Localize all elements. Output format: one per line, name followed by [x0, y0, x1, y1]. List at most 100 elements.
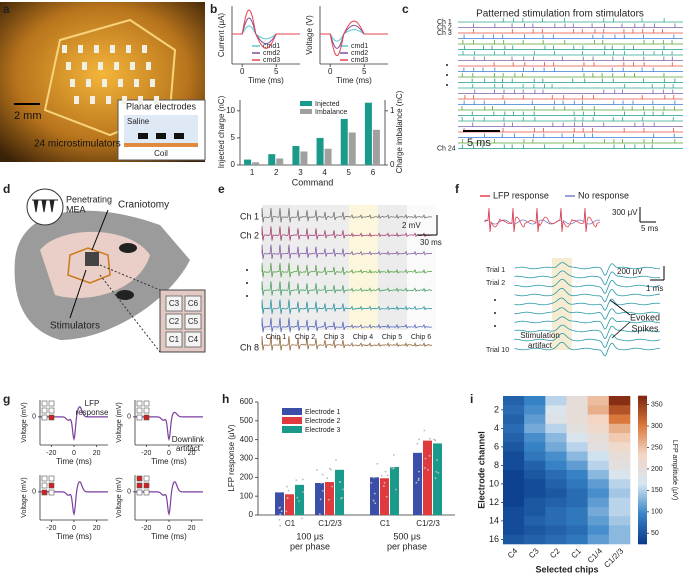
chip	[165, 313, 183, 330]
colorbar-step	[638, 422, 647, 426]
x-tick-label: 0	[72, 525, 76, 532]
colorbar-step	[638, 504, 647, 508]
colorbar-step	[638, 445, 647, 449]
data-point	[295, 479, 298, 482]
x-tick-label: 5	[347, 168, 352, 177]
colorbar-step	[638, 491, 647, 495]
legend-label: Electrode 1	[305, 409, 341, 416]
heat-cell	[545, 405, 567, 415]
chip-window	[378, 205, 407, 330]
data-point	[395, 488, 397, 491]
colorbar-tick-label: 150	[651, 487, 663, 494]
bar	[244, 159, 252, 165]
y-tick-label: 2	[494, 404, 499, 414]
zoom-line	[99, 264, 161, 291]
heat-cell	[545, 488, 567, 499]
chip-icon	[136, 414, 143, 421]
colorbar-step	[638, 467, 647, 471]
bar	[316, 137, 324, 165]
heat-cell	[524, 507, 546, 517]
heat-cell	[545, 433, 567, 443]
ellipsis-dot	[494, 299, 496, 301]
heat-cell	[608, 525, 631, 536]
data-point	[280, 510, 283, 513]
chip-icon	[48, 482, 55, 489]
heat-cell	[608, 470, 631, 480]
heat-cell	[566, 414, 588, 425]
chip-window	[291, 205, 320, 330]
heat-cell	[503, 488, 525, 499]
trial-trace	[514, 324, 661, 340]
channel-label: Ch 24	[437, 145, 456, 152]
heat-cell	[608, 516, 631, 526]
data-point	[392, 453, 395, 456]
colorbar-step	[638, 469, 647, 473]
microstimulator	[74, 96, 79, 104]
x-tick-label: C1	[285, 519, 296, 528]
x-tick-label: -20	[46, 525, 56, 532]
trial-label: Trial 10	[486, 347, 509, 354]
chip-icon	[41, 400, 48, 407]
data-point	[429, 437, 431, 440]
chip-icon	[48, 400, 55, 407]
data-point	[297, 500, 300, 502]
trial-trace	[514, 297, 661, 311]
label: C1	[169, 335, 180, 344]
label: C2	[169, 317, 180, 326]
data-point	[373, 492, 376, 495]
data-point	[380, 474, 383, 477]
heat-cell	[566, 423, 588, 434]
colorbar-step	[638, 405, 647, 409]
x-axis-label: Time (ms)	[151, 457, 187, 466]
colorbar-step	[638, 523, 647, 528]
arrow	[609, 299, 631, 316]
microstimulator	[118, 79, 123, 87]
data-point	[326, 477, 329, 480]
channel-label: Ch 1	[240, 211, 259, 221]
bar	[380, 478, 389, 515]
colorbar-step	[638, 403, 647, 407]
y2-tick-label: 1	[390, 106, 395, 115]
colorbar-step	[638, 454, 647, 458]
heat-cell	[566, 516, 588, 526]
colorbar-step	[638, 494, 647, 498]
x-tick-label: 0	[328, 67, 333, 76]
legend-swatch	[300, 109, 312, 114]
bar	[370, 477, 379, 515]
heat-cell	[503, 433, 525, 443]
label: 2 mm	[14, 110, 42, 122]
label: MEA	[66, 204, 86, 214]
bar	[433, 443, 442, 515]
heat-cell	[587, 423, 610, 434]
x-tick-label: C1/2/3	[318, 519, 342, 528]
data-point	[415, 481, 418, 484]
panel-letter: b	[210, 2, 217, 16]
chip	[156, 133, 166, 139]
group-label: per phase	[290, 541, 330, 551]
x-tick-label: C4	[506, 546, 520, 560]
colorbar-step	[638, 425, 647, 429]
trial-trace	[514, 278, 661, 294]
x-tick-label: 0	[167, 450, 171, 457]
microstimulator	[150, 79, 155, 87]
panel-letter: i	[470, 392, 473, 406]
microstimulator	[62, 45, 67, 53]
bar	[300, 151, 308, 165]
label: C3	[169, 299, 180, 308]
heat-cell	[524, 525, 546, 536]
y-tick-label: 500	[240, 416, 254, 425]
colorbar-step	[638, 415, 647, 419]
data-point	[428, 455, 431, 457]
x-tick-label: 5	[362, 67, 367, 76]
label: Chip 4	[353, 334, 373, 341]
microstimulator	[70, 79, 75, 87]
heat-cell	[566, 497, 588, 508]
chip-window	[262, 205, 291, 330]
label: C6	[188, 299, 199, 308]
data-point	[279, 513, 282, 516]
y-tick-label: 4	[494, 423, 499, 433]
y-tick-label: 0	[32, 414, 36, 421]
microstimulator	[146, 62, 151, 70]
y-tick-label: 10	[226, 106, 235, 115]
data-point	[417, 470, 420, 473]
